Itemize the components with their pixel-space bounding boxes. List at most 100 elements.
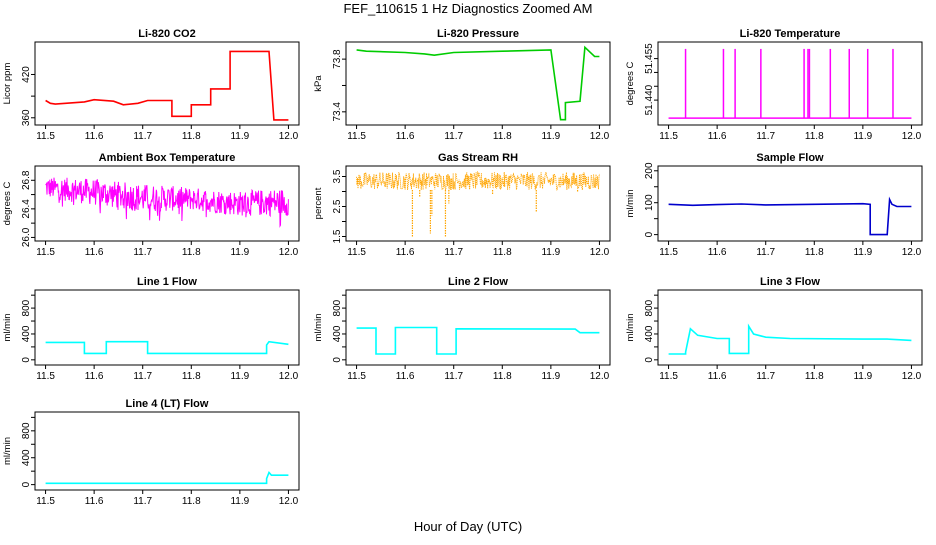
panel-9: Line 4 (LT) Flow 11.5 11.6 11.7 11.8 11.9 12.0…	[2, 398, 300, 507]
series-line	[45, 50, 289, 121]
y-tick-label: 800	[644, 299, 655, 316]
x-tick-label: 11.7	[444, 247, 463, 258]
y-tick-label: 73.4	[332, 102, 343, 122]
series-group	[668, 323, 912, 355]
y-tick-label: 0	[644, 357, 655, 363]
panel-1: Li-820 Pressure 11.5 11.6 11.7 11.8 11.9 12.0 7…	[313, 28, 611, 142]
series-line	[45, 340, 289, 355]
y-tick-label: 26.0	[21, 227, 32, 247]
x-tick-label: 11.9	[541, 371, 560, 382]
y-axis-label: degrees C	[2, 181, 13, 225]
x-tick-label: 11.7	[444, 131, 463, 142]
x-tick-label: 12.0	[279, 131, 299, 142]
series-line	[356, 326, 600, 355]
panel-3: Ambient Box Temperature 11.5 11.6 11.7 11.8 1…	[2, 152, 300, 258]
y-tick-label: 420	[21, 66, 32, 83]
y-axis-label: Licor ppm	[2, 63, 13, 105]
x-tick-label: 11.9	[853, 247, 872, 258]
series-group	[45, 340, 289, 355]
y-tick-label: 2.5	[332, 199, 343, 213]
panel-title: Ambient Box Temperature	[99, 152, 236, 164]
y-tick-label: 26.8	[21, 170, 32, 190]
x-tick-label: 11.9	[853, 131, 872, 142]
panel-title: Line 2 Flow	[448, 276, 508, 288]
x-tick-label: 11.6	[396, 131, 415, 142]
y-axis-label: ml/min	[313, 314, 324, 342]
y-axis-label: ml/min	[625, 314, 636, 342]
x-tick-label: 11.9	[541, 131, 560, 142]
x-tick-label: 11.9	[230, 371, 249, 382]
panel-title: Li-820 Temperature	[740, 28, 841, 40]
x-tick-label: 11.5	[659, 131, 678, 142]
series-line	[668, 196, 912, 236]
plot-frame	[345, 289, 611, 366]
series-group	[45, 50, 289, 121]
x-tick-label: 11.8	[805, 371, 824, 382]
panel-2: Li-820 Temperature 11.5 11.6 11.7 11.8 11.9 12…	[625, 28, 923, 142]
y-tick-label: 800	[332, 299, 343, 316]
panel-5: Sample Flow 11.5 11.6 11.7 11.8 11.9 12.0 0 100 2…	[625, 152, 923, 258]
x-tick-label: 11.7	[133, 496, 152, 507]
x-tick-label: 11.9	[853, 371, 872, 382]
x-tick-label: 11.6	[396, 371, 415, 382]
x-tick-label: 11.6	[85, 247, 104, 258]
y-tick-label: 3.5	[332, 169, 343, 183]
x-tick-label: 11.8	[493, 371, 512, 382]
y-tick-label: 51.440	[644, 84, 655, 115]
series-line	[45, 177, 289, 228]
y-tick-label: 400	[21, 325, 32, 342]
x-tick-label: 11.5	[659, 247, 678, 258]
series-group	[356, 171, 600, 237]
y-axis-label: degrees C	[625, 61, 636, 105]
panel-title: Li-820 CO2	[138, 28, 195, 40]
x-tick-label: 12.0	[902, 131, 922, 142]
x-tick-label: 11.8	[182, 131, 201, 142]
plot-frame	[345, 41, 611, 126]
plot-frame	[34, 165, 300, 242]
y-tick-label: 51.455	[644, 43, 655, 74]
y-tick-label: 400	[21, 449, 32, 466]
x-tick-label: 11.8	[805, 247, 824, 258]
x-tick-label: 11.6	[708, 247, 727, 258]
series-line	[356, 45, 600, 121]
x-tick-label: 11.5	[36, 131, 55, 142]
panel-title: Li-820 Pressure	[437, 28, 519, 40]
x-tick-label: 11.5	[36, 247, 55, 258]
x-tick-label: 11.6	[708, 131, 727, 142]
x-tick-label: 11.7	[444, 371, 463, 382]
y-tick-label: 360	[21, 109, 32, 126]
x-tick-label: 12.0	[590, 131, 610, 142]
plot-frame	[345, 165, 611, 242]
y-axis-label: percent	[313, 187, 324, 219]
y-tick-label: 0	[21, 481, 32, 487]
x-tick-label: 11.9	[230, 131, 249, 142]
x-tick-label: 11.6	[85, 131, 104, 142]
x-tick-label: 12.0	[590, 371, 610, 382]
panel-8: Line 3 Flow 11.5 11.6 11.7 11.8 11.9 12.0 0 400 8…	[625, 276, 923, 382]
panel-title: Line 4 (LT) Flow	[126, 398, 209, 410]
x-tick-label: 11.9	[541, 247, 560, 258]
x-tick-label: 11.7	[756, 371, 775, 382]
x-tick-label: 11.9	[230, 247, 249, 258]
series-line	[668, 323, 912, 355]
y-tick-label: 100	[644, 194, 655, 211]
panel-title: Line 1 Flow	[137, 276, 197, 288]
x-tick-label: 11.7	[756, 131, 775, 142]
series-group	[668, 48, 912, 119]
x-tick-label: 11.9	[230, 496, 249, 507]
y-axis-label: kPa	[313, 75, 324, 92]
x-tick-label: 11.8	[805, 131, 824, 142]
x-tick-label: 11.5	[36, 371, 55, 382]
y-axis-label: ml/min	[2, 314, 13, 342]
x-tick-label: 12.0	[279, 247, 299, 258]
panel-6: Line 1 Flow 11.5 11.6 11.7 11.8 11.9 12.0 0 400 8…	[2, 276, 300, 382]
panel-title: Line 3 Flow	[760, 276, 820, 288]
plot-frame	[34, 411, 300, 491]
series-group	[45, 177, 289, 228]
y-tick-label: 800	[21, 422, 32, 439]
x-tick-label: 11.5	[347, 131, 366, 142]
plot-frame	[657, 165, 923, 242]
x-tick-label: 11.8	[182, 247, 201, 258]
y-tick-label: 1.5	[332, 229, 343, 243]
